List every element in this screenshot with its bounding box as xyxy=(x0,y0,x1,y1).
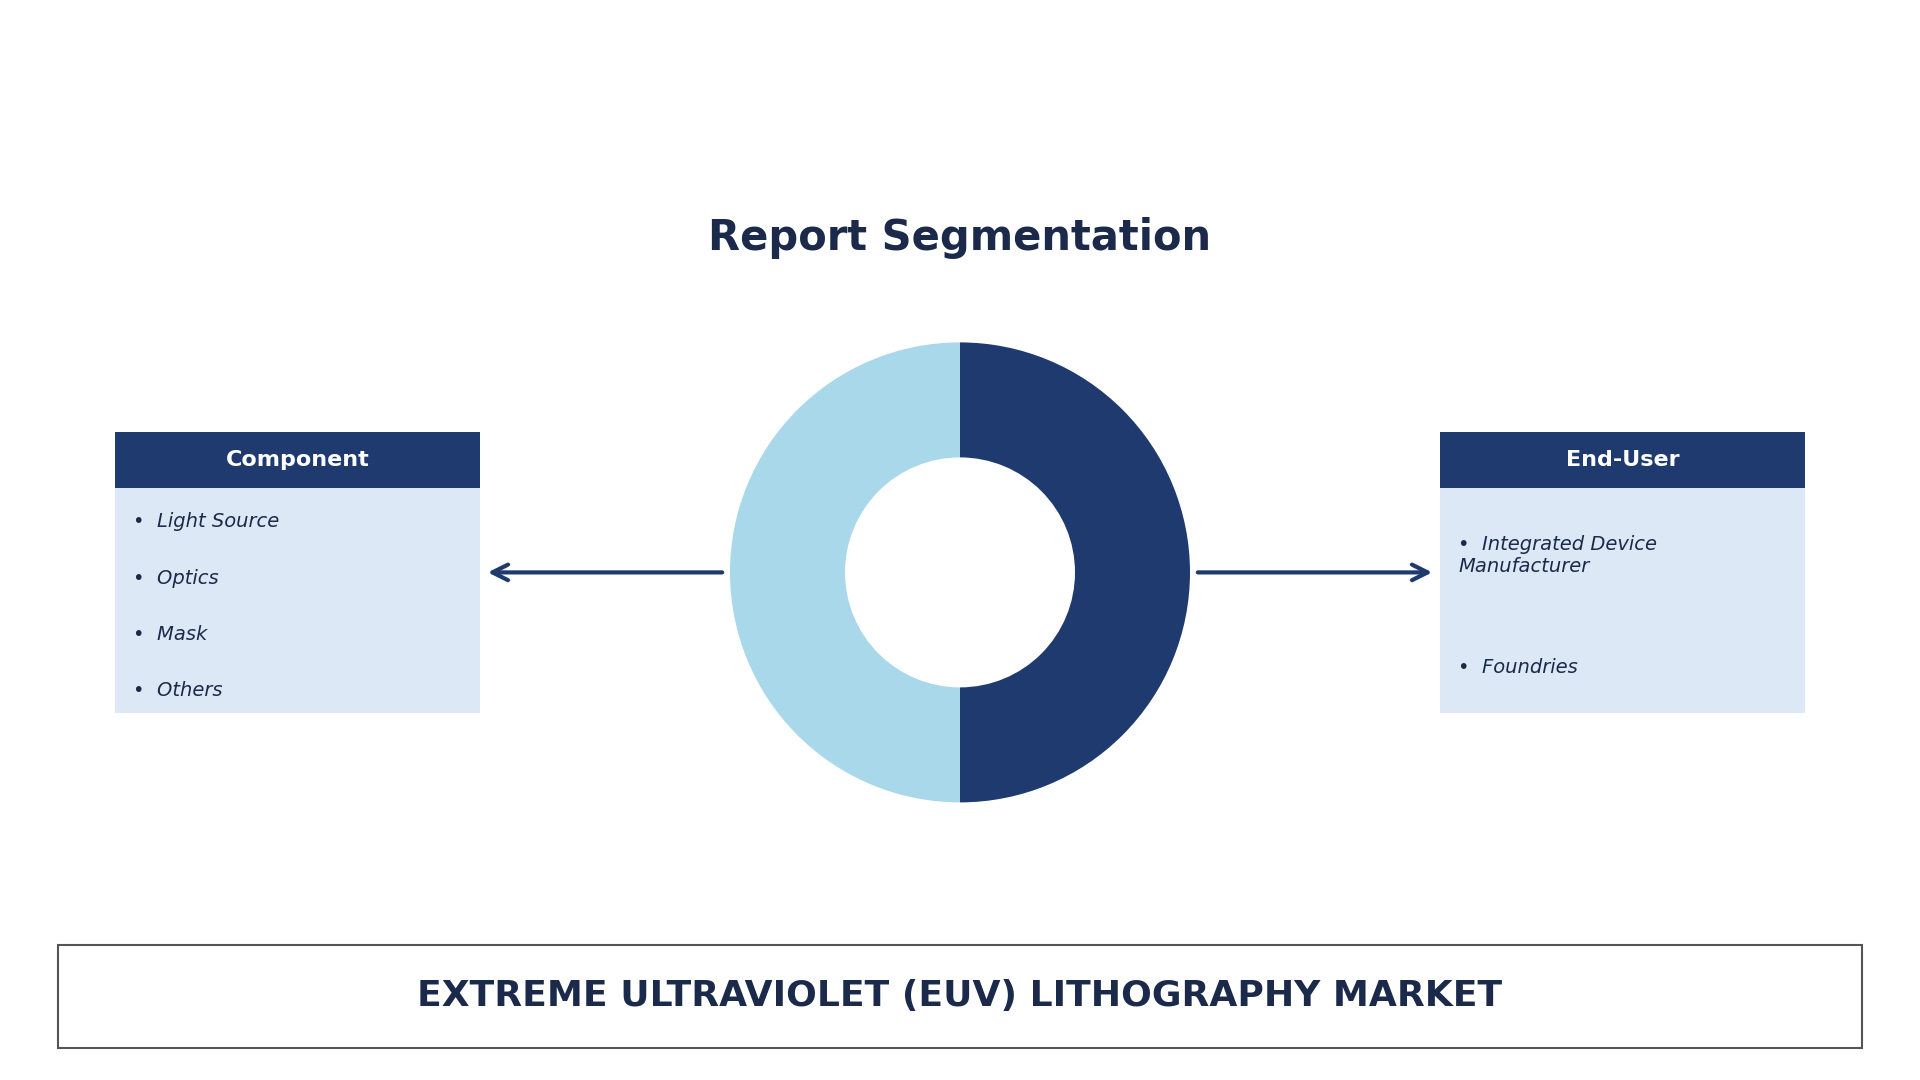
Text: EXTREME ULTRAVIOLET (EUV) LITHOGRAPHY MARKET: EXTREME ULTRAVIOLET (EUV) LITHOGRAPHY MA… xyxy=(417,980,1503,1013)
Bar xyxy=(115,432,480,488)
Bar xyxy=(1440,432,1805,488)
Text: •  Others: • Others xyxy=(132,680,223,700)
Text: •  Optics: • Optics xyxy=(132,568,219,588)
Text: •  Integrated Device
Manufacturer: • Integrated Device Manufacturer xyxy=(1457,535,1657,576)
Text: •  Foundries: • Foundries xyxy=(1457,659,1578,677)
Text: •  Light Source: • Light Source xyxy=(132,512,280,531)
Text: Component: Component xyxy=(227,450,369,470)
Bar xyxy=(58,945,1862,1048)
Bar xyxy=(1440,488,1805,713)
Text: Report Segmentation: Report Segmentation xyxy=(708,217,1212,258)
Bar xyxy=(115,488,480,713)
Text: End-User: End-User xyxy=(1565,450,1680,470)
Wedge shape xyxy=(730,342,960,802)
Wedge shape xyxy=(960,342,1190,802)
Text: •  Mask: • Mask xyxy=(132,624,207,644)
